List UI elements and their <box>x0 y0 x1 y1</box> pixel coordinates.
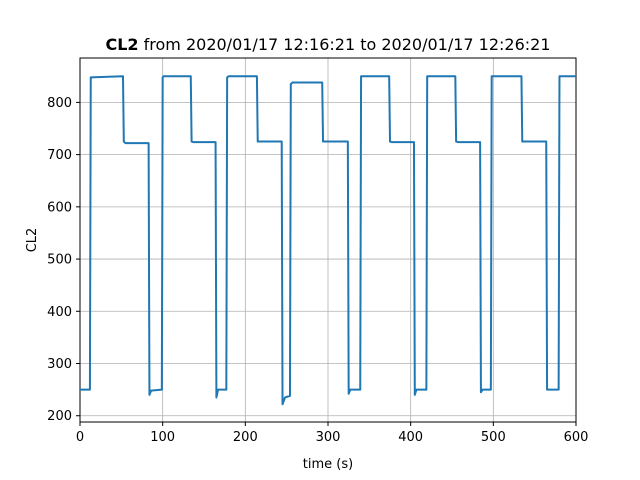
y-tick-label: 500 <box>47 253 72 268</box>
y-tick-label: 400 <box>47 305 72 320</box>
x-axis-ticks: 0 100 200 300 400 500 600 <box>76 422 589 445</box>
chart-title: CL2 from 2020/01/17 12:16:21 to 2020/01/… <box>105 35 550 54</box>
series-layer <box>80 75 576 406</box>
x-axis-label: time (s) <box>303 457 353 472</box>
x-tick-label: 400 <box>398 430 423 445</box>
x-tick-label: 200 <box>233 430 258 445</box>
x-tick-label: 0 <box>76 430 84 445</box>
y-axis-ticks: 200 300 400 500 600 700 800 <box>47 96 80 424</box>
chart-title-bold: CL2 <box>105 35 138 54</box>
x-tick-label: 100 <box>150 430 175 445</box>
y-tick-label: 300 <box>47 357 72 372</box>
series-line <box>80 75 576 406</box>
y-tick-label: 800 <box>47 96 72 111</box>
y-tick-label: 200 <box>47 409 72 424</box>
x-tick-label: 600 <box>564 430 589 445</box>
y-tick-label: 700 <box>47 148 72 163</box>
chart-title-rest: from 2020/01/17 12:16:21 to 2020/01/17 1… <box>139 35 551 54</box>
x-tick-label: 500 <box>481 430 506 445</box>
y-axis-label: CL2 <box>25 228 40 253</box>
x-tick-label: 300 <box>316 430 341 445</box>
y-tick-label: 600 <box>47 200 72 215</box>
